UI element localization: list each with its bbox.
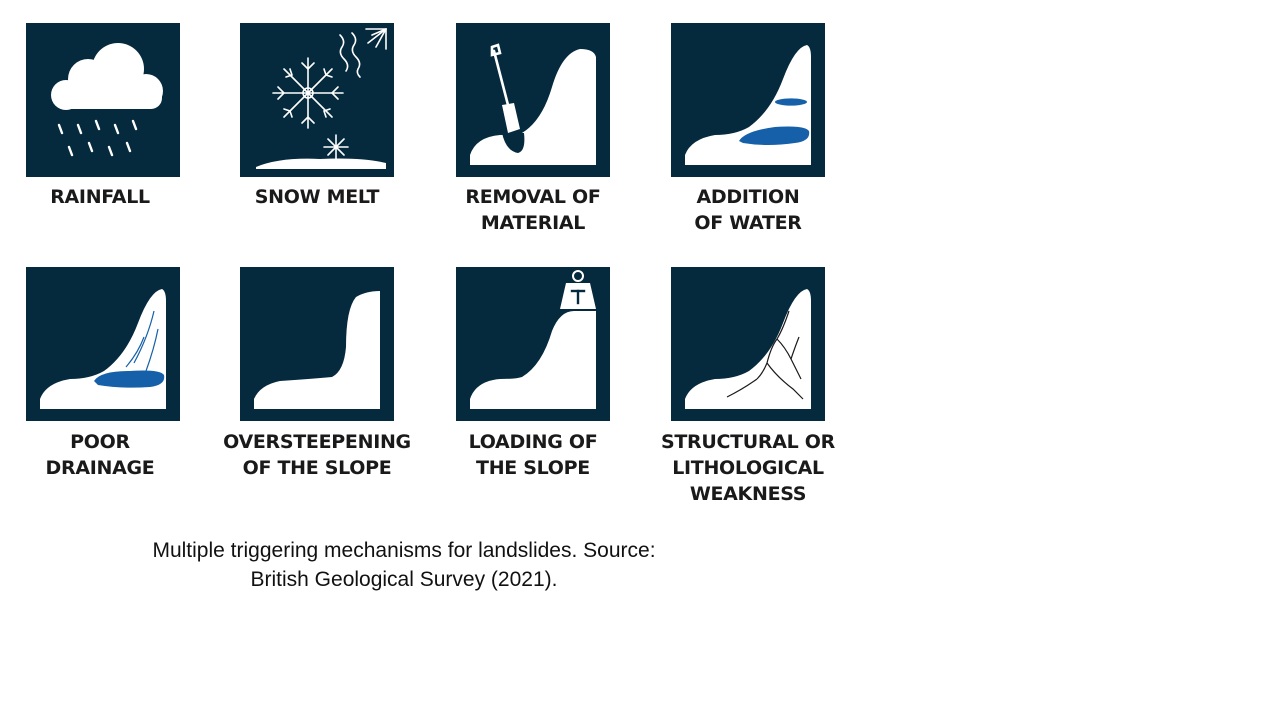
label-loading-of-the-slope: LOADING OF THE SLOPE: [468, 431, 598, 479]
label-oversteepening: OVERSTEEPENING OF THE SLOPE: [223, 431, 411, 479]
caption-line-1: Multiple triggering mechanisms for lands…: [152, 539, 656, 562]
label-snow-melt: SNOW MELT: [254, 186, 380, 208]
label-structural-weakness: STRUCTURAL OR LITHOLOGICAL WEAKNESS: [661, 431, 835, 505]
weight-slope-icon: [456, 267, 610, 421]
label-removal-of-material: REMOVAL OF MATERIAL: [465, 186, 601, 234]
rain-cloud-icon: [26, 23, 180, 177]
drainage-slope-icon: [26, 267, 180, 421]
snowflake-sun-icon: [240, 23, 394, 177]
figure-caption: Multiple triggering mechanisms for lands…: [100, 536, 708, 594]
steep-slope-icon: [240, 267, 394, 421]
shovel-slope-icon: [456, 23, 610, 177]
water-slope-icon: [671, 23, 825, 177]
cracked-slope-icon: [671, 267, 825, 421]
label-poor-drainage: POOR DRAINAGE: [45, 431, 155, 479]
label-addition-of-water: ADDITION OF WATER: [694, 186, 802, 234]
caption-line-2: British Geological Survey (2021).: [250, 568, 558, 591]
label-rainfall: RAINFALL: [50, 186, 150, 208]
